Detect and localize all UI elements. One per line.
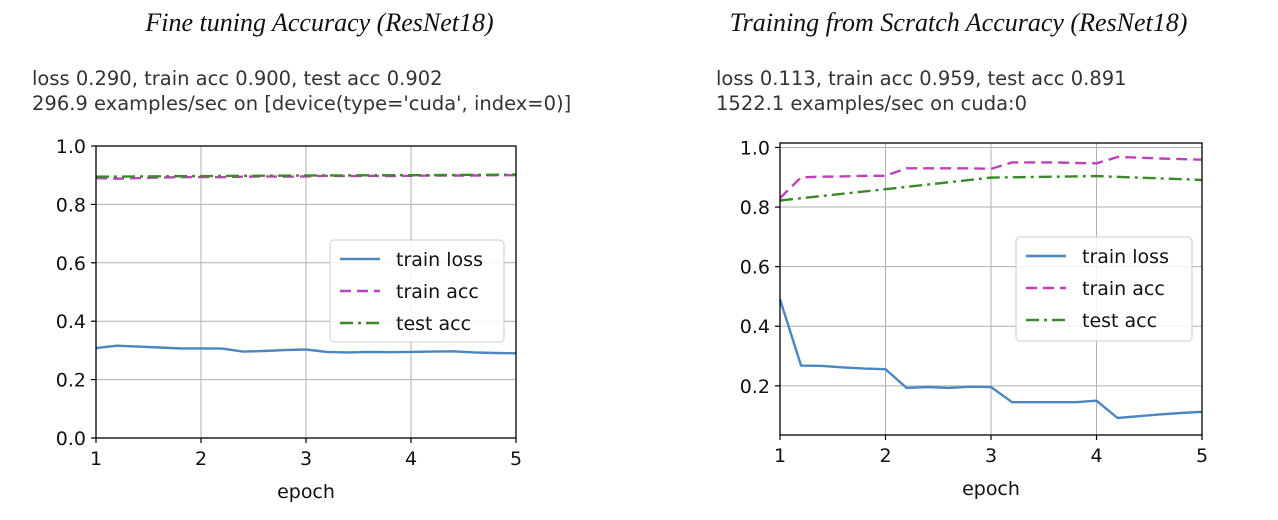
series-line-train-loss	[778, 299, 1203, 420]
training-stats-line-loss: loss 0.290, train acc 0.900, test acc 0.…	[32, 67, 443, 90]
legend-label: train loss	[396, 249, 483, 271]
y-tick-label: 0.8	[740, 197, 770, 219]
x-tick-label: 2	[195, 448, 207, 470]
legend: train loss train acc test acc	[1015, 236, 1193, 342]
series-line-train-acc	[779, 155, 1203, 199]
training-stats-line-throughput: 1522.1 examples/sec on cuda:0	[716, 92, 1028, 115]
training-stats: loss 0.290, train acc 0.900, test acc 0.…	[32, 66, 571, 116]
x-tick-label: 5	[1196, 445, 1208, 467]
y-tick-label: 0.0	[56, 428, 86, 450]
legend-label: test acc	[1082, 310, 1157, 332]
x-tick-label: 3	[985, 445, 997, 467]
legend: train loss train acc test acc	[329, 239, 505, 343]
x-tick-label: 1	[90, 448, 102, 470]
series-line-test-acc	[779, 174, 1203, 202]
x-tick-label: 4	[405, 448, 417, 470]
training-stats-line-loss: loss 0.113, train acc 0.959, test acc 0.…	[716, 67, 1127, 90]
legend-label: train acc	[1082, 278, 1165, 300]
x-tick-label: 2	[879, 445, 891, 467]
legend-box	[1015, 236, 1193, 342]
x-axis-label: epoch	[962, 478, 1020, 500]
x-tick-label: 1	[774, 445, 786, 467]
chart-panel-from-scratch: 1 2 3 4 5 0.2 0.4 0.6 0.8 1.0 epoch train loss train…	[639, 0, 1278, 520]
x-axis-label: epoch	[277, 481, 335, 503]
y-tick-label: 0.8	[56, 194, 86, 216]
chart-title: Fine tuning Accuracy (ResNet18)	[145, 8, 494, 37]
legend-label: train acc	[396, 281, 479, 303]
x-tick-label: 3	[300, 448, 312, 470]
legend-label: test acc	[396, 313, 471, 335]
x-tick-label: 4	[1090, 445, 1102, 467]
y-tick-label: 0.6	[56, 253, 86, 275]
training-stats-line-throughput: 296.9 examples/sec on [device(type='cuda…	[32, 92, 572, 115]
series-line-test-acc	[95, 173, 517, 178]
legend-box	[329, 239, 505, 343]
y-tick-label: 1.0	[56, 136, 86, 158]
training-stats: loss 0.113, train acc 0.959, test acc 0.…	[716, 66, 1127, 116]
y-tick-label: 0.2	[56, 370, 86, 392]
y-tick-label: 0.4	[56, 311, 86, 333]
legend-label: train loss	[1082, 246, 1169, 268]
y-tick-label: 1.0	[740, 137, 770, 159]
x-tick-label: 5	[510, 448, 522, 470]
chart-title: Training from Scratch Accuracy (ResNet18…	[729, 8, 1188, 37]
y-tick-label: 0.4	[740, 316, 770, 338]
series-line-train-loss	[95, 344, 517, 355]
chart-panel-fine-tuning: 1 2 3 4 5 0.0 0.2 0.4 0.6 0.8 1.0 epoch train loss tr…	[32, 8, 571, 503]
y-tick-label: 0.2	[740, 376, 770, 398]
y-tick-label: 0.6	[740, 257, 770, 279]
